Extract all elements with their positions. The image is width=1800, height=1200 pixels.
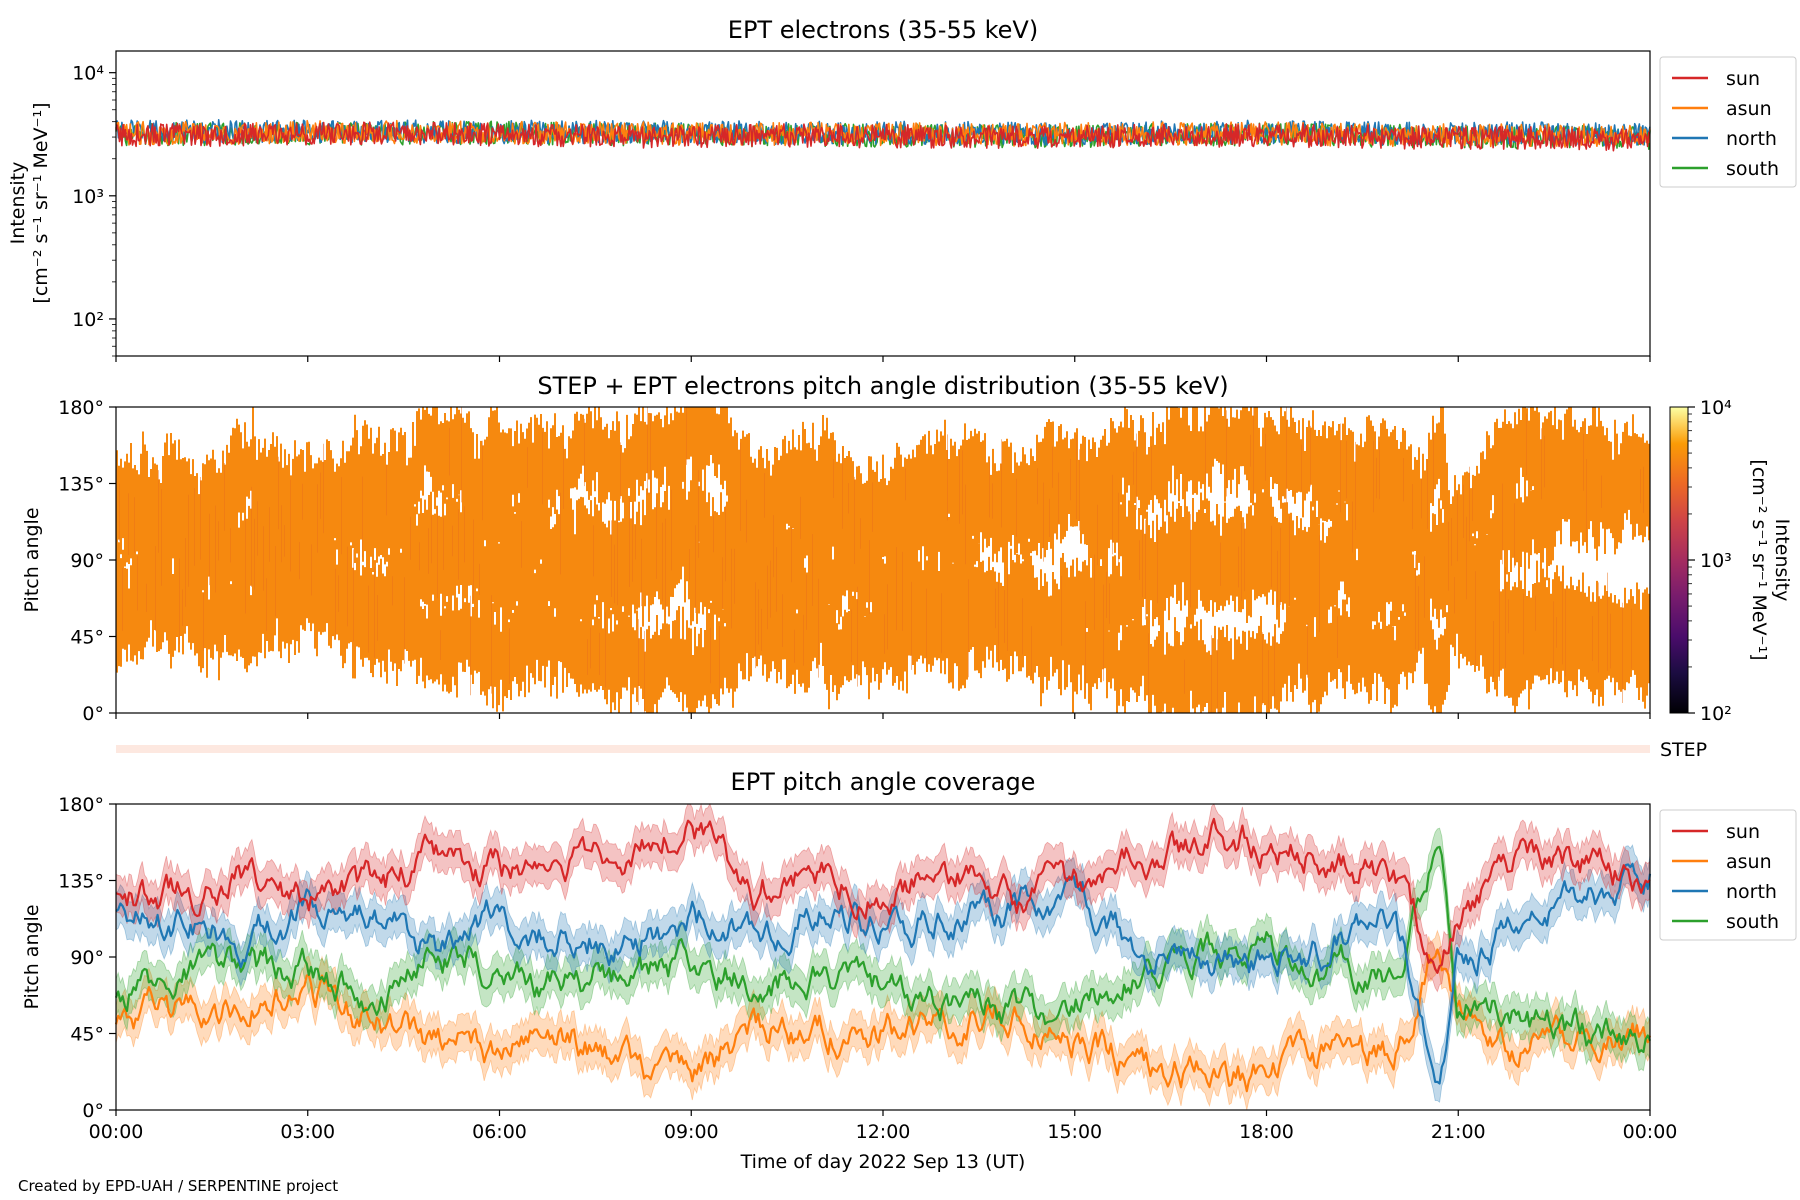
p2-pad-cells (116, 407, 1650, 713)
p3-xtick-label-7: 21:00 (1431, 1121, 1486, 1143)
legend3-north-label: north (1726, 881, 1777, 903)
panel3-ylabel: Pitch angle (21, 904, 43, 1009)
colorbar-tick-label-1: 10³ (1700, 550, 1732, 572)
p3-ytick-label-2: 90° (70, 947, 104, 969)
footer-credit: Created by EPD-UAH / SERPENTINE project (18, 1177, 338, 1195)
p3-ytick-label-3: 135° (58, 871, 104, 893)
step-band (116, 745, 1650, 753)
p3-xtick-label-1: 03:00 (280, 1121, 335, 1143)
legend1-north-label: north (1726, 128, 1777, 150)
p3-xtick-label-0: 00:00 (89, 1121, 144, 1143)
p3-xtick-label-4: 12:00 (856, 1121, 911, 1143)
p2-ytick-label-3: 135° (58, 474, 104, 496)
colorbar (1669, 406, 1689, 714)
panel-pad: STEP + EPT electrons pitch angle distrib… (21, 372, 1793, 761)
legend1-asun-label: asun (1726, 98, 1772, 120)
p3-xtick-label-2: 06:00 (472, 1121, 527, 1143)
panel1-series-group (115, 119, 1651, 152)
p3-xtick-label-6: 18:00 (1239, 1121, 1294, 1143)
p3-series-sun (115, 817, 1651, 974)
colorbar-ticks: 10² 10³ 10⁴ (1688, 397, 1732, 725)
panel2-heatmap (116, 407, 1650, 713)
panel-coverage: EPT pitch angle coverage 0° 45° 90° 135° 180… (21, 768, 1797, 1173)
panel1-ylabel-line2: [cm⁻² s⁻¹ sr⁻¹ MeV⁻¹] (30, 102, 52, 303)
p1-ytick-label-1: 10³ (72, 186, 104, 208)
p3-ytick-label-1: 45° (70, 1024, 104, 1046)
legend3-south-label: south (1726, 911, 1779, 933)
p3-ytick-label-0: 0° (82, 1100, 104, 1122)
panel2-x-ticks (115, 713, 1651, 719)
p2-ytick-label-2: 90° (70, 550, 104, 572)
panel1-title: EPT electrons (35-55 keV) (728, 16, 1038, 44)
p3-xtick-label-3: 09:00 (664, 1121, 719, 1143)
x-axis-label: Time of day 2022 Sep 13 (UT) (740, 1151, 1026, 1173)
p2-ytick-label-1: 45° (70, 627, 104, 649)
p1-series-asun (115, 119, 1651, 148)
panel3-y-ticks: 0° 45° 90° 135° 180° (58, 794, 116, 1122)
panel2-title: STEP + EPT electrons pitch angle distrib… (537, 372, 1228, 400)
p2-ytick-label-0: 0° (82, 703, 104, 725)
p3-ytick-label-4: 180° (58, 794, 104, 816)
panel3-legend: sun asun north south (1659, 809, 1797, 941)
colorbar-tick-label-0: 10² (1700, 703, 1732, 725)
legend3-sun-label: sun (1726, 821, 1760, 843)
panel2-y-ticks: 0° 45° 90° 135° 180° (58, 397, 116, 725)
p1-ytick-label-0: 10² (72, 309, 104, 331)
panel1-x-ticks (115, 356, 1651, 362)
p3-xtick-label-5: 15:00 (1047, 1121, 1102, 1143)
panel1-y-ticks: 10² 10³ 10⁴ (72, 63, 116, 357)
p1-ytick-label-2: 10⁴ (72, 63, 104, 85)
panel1-ylabel-line1: Intensity (7, 162, 29, 245)
colorbar-label-line2: [cm⁻² s⁻¹ sr⁻¹ MeV⁻¹] (1748, 459, 1770, 660)
colorbar-tick-label-2: 10⁴ (1700, 397, 1732, 419)
step-label: STEP (1660, 739, 1707, 761)
legend1-south-label: south (1726, 158, 1779, 180)
legend3-asun-label: asun (1726, 851, 1772, 873)
p3-series-asun (114, 948, 1652, 1093)
p1-series-sun (115, 121, 1651, 152)
panel2-ylabel: Pitch angle (21, 507, 43, 612)
colorbar-label-line1: Intensity (1771, 519, 1793, 602)
p3-series-north (115, 862, 1652, 1085)
panel3-title: EPT pitch angle coverage (731, 768, 1036, 796)
panel3-x-ticks: 00:00 03:00 06:00 09:00 12:00 15:00 18:00 21:00… (89, 1110, 1678, 1143)
panel1-legend: sun asun north south (1659, 56, 1797, 188)
p2-ytick-label-4: 180° (58, 397, 104, 419)
panel-intensity: EPT electrons (35-55 keV) 10² 10³ 10⁴ Inte… (7, 16, 1797, 362)
legend1-sun-label: sun (1726, 68, 1760, 90)
p3-xtick-label-8: 00:00 (1623, 1121, 1678, 1143)
p3-series-south (114, 845, 1652, 1054)
